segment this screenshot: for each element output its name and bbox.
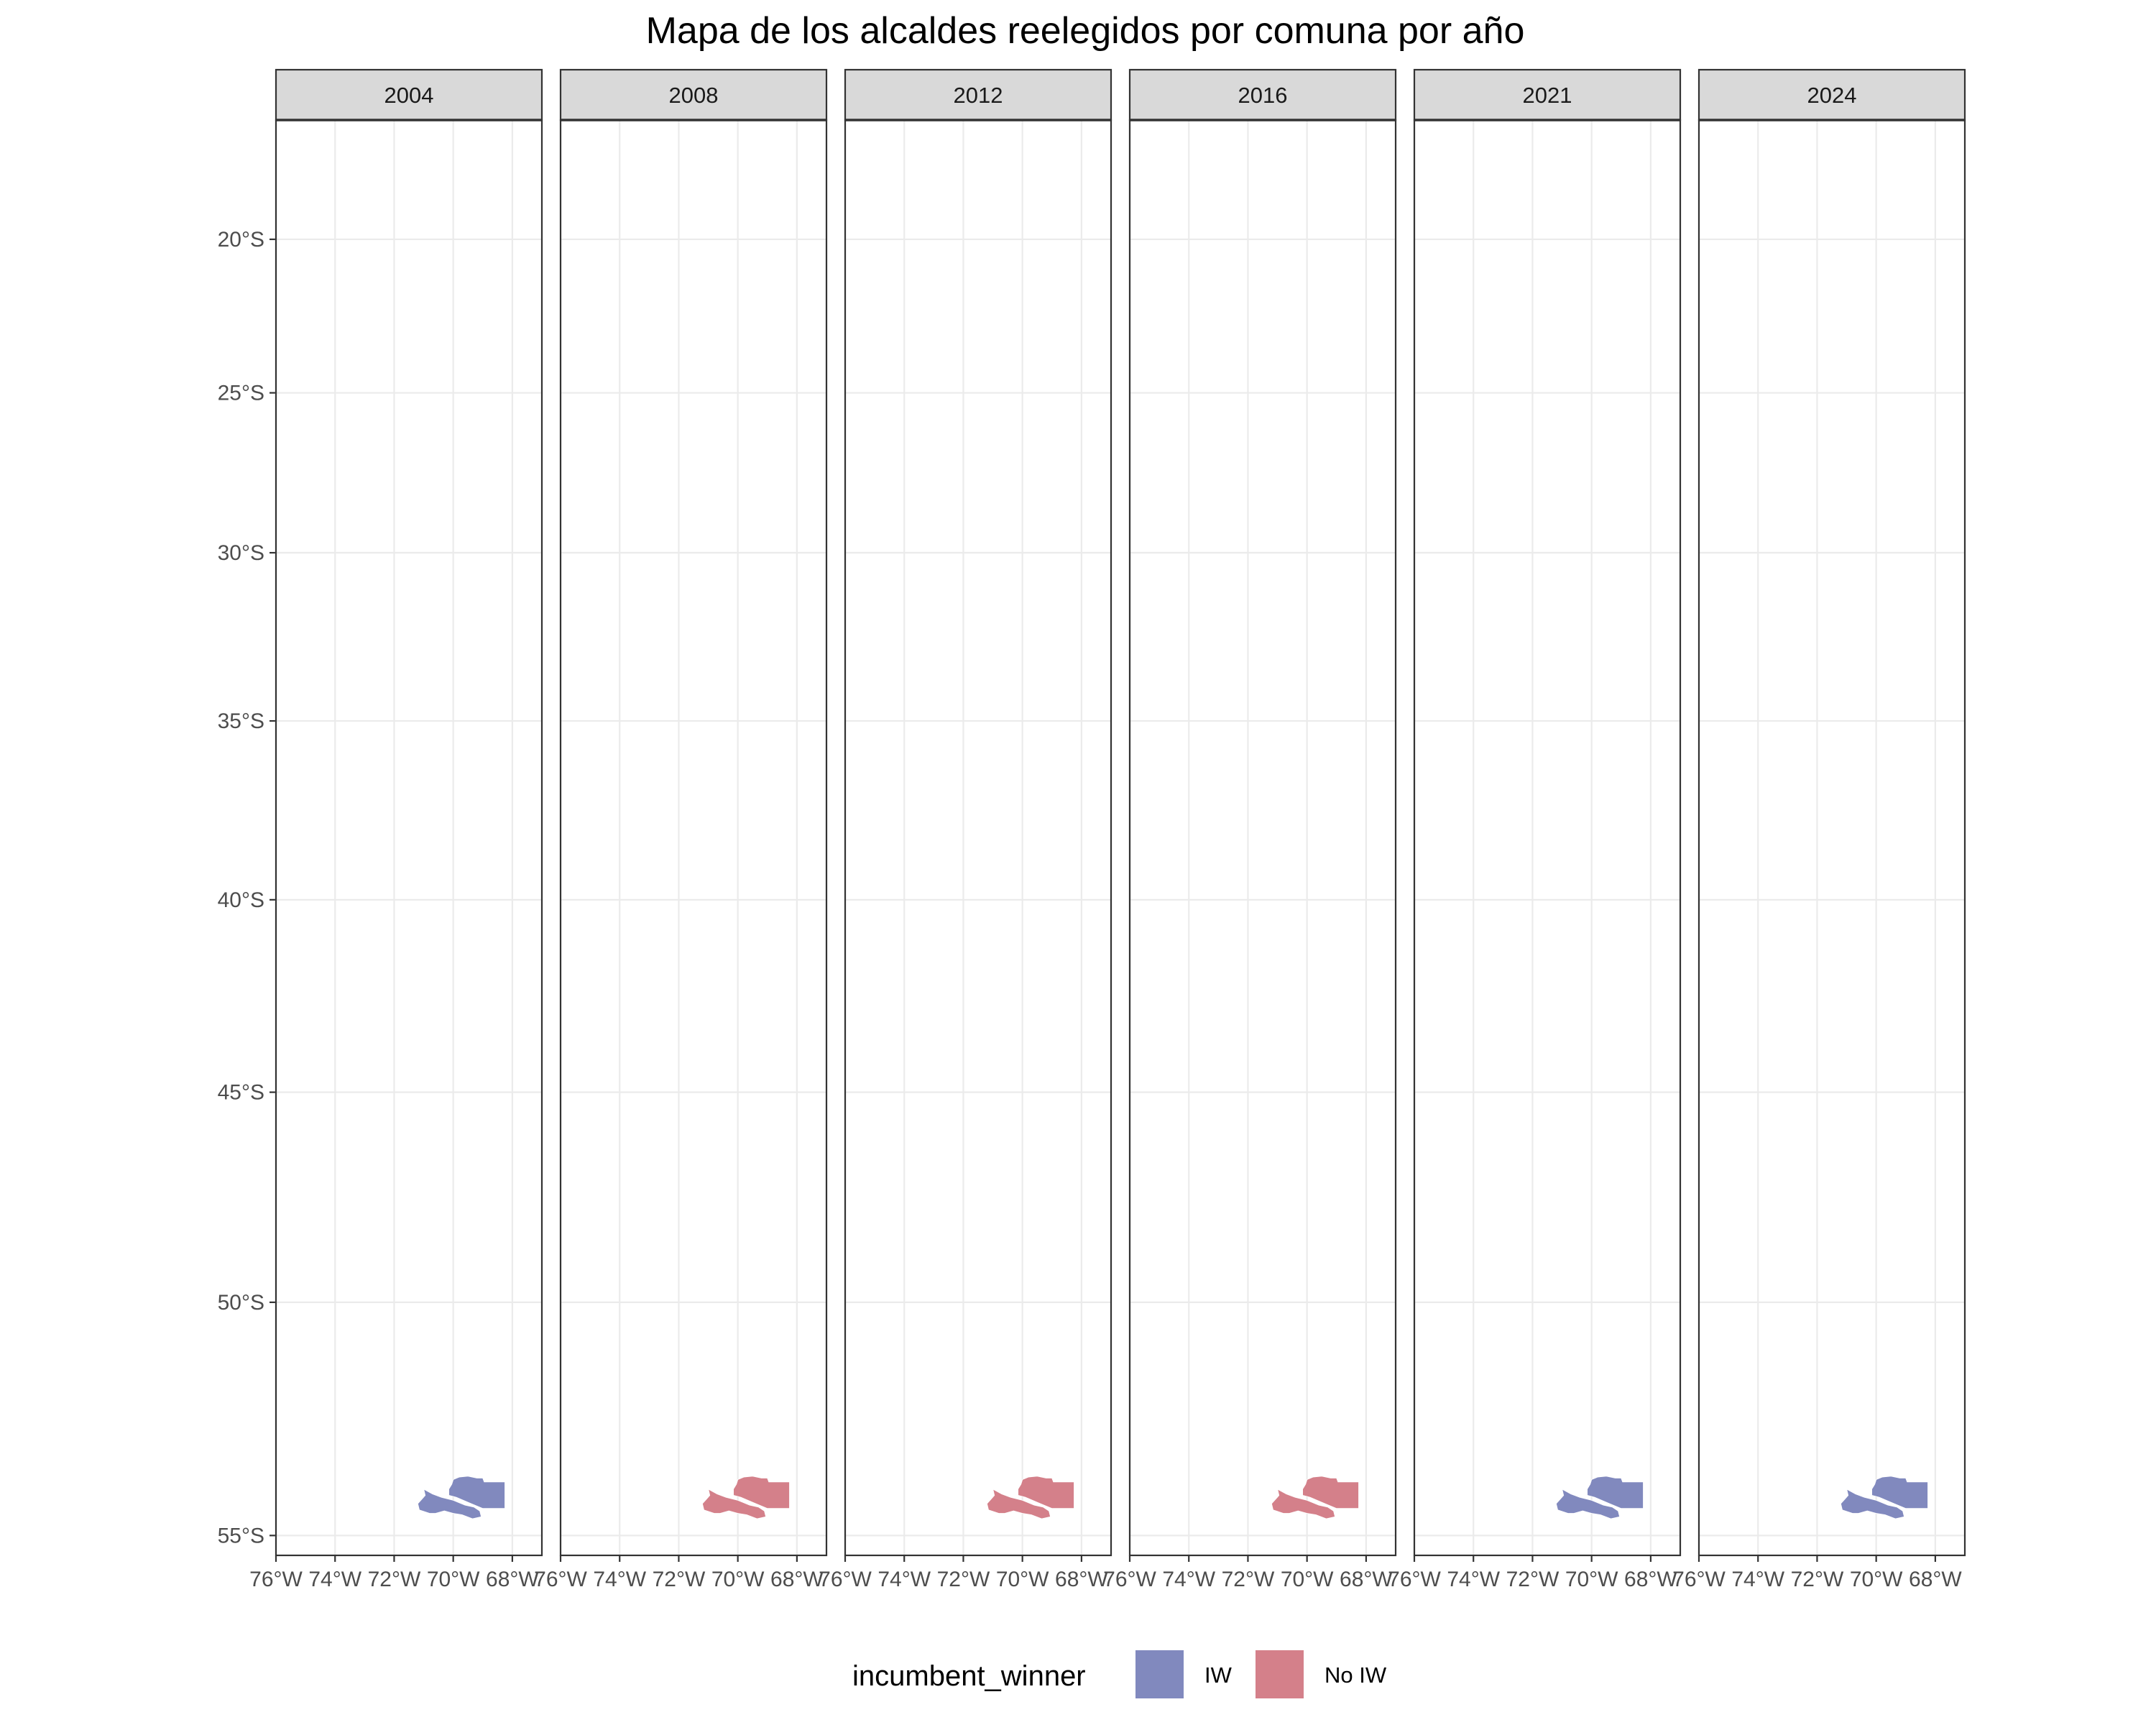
x-tick-label: 74°W <box>1731 1568 1784 1591</box>
x-tick-label: 76°W <box>1103 1568 1156 1591</box>
y-tick-label: 20°S <box>218 228 264 252</box>
legend-items: IW No IW <box>1135 1650 1387 1698</box>
x-tick-label: 70°W <box>996 1568 1049 1591</box>
x-tick-label: 70°W <box>1850 1568 1903 1591</box>
legend-label-0: IW <box>1204 1662 1233 1688</box>
x-tick-label: 72°W <box>653 1568 706 1591</box>
x-tick-label: 68°W <box>1055 1568 1108 1591</box>
y-tick-label: 40°S <box>218 888 264 912</box>
facet-strip-label: 2012 <box>954 83 1003 108</box>
x-tick-label: 74°W <box>593 1568 646 1591</box>
x-tick-label: 76°W <box>1388 1568 1441 1591</box>
panel-background <box>845 120 1111 1555</box>
facet-strip-label: 2024 <box>1807 83 1857 108</box>
x-tick-label: 70°W <box>1565 1568 1618 1591</box>
facet-strip <box>844 68 1112 121</box>
chart-title: Mapa de los alcaldes reelegidos por comu… <box>646 10 1525 52</box>
region-northern-2024 <box>1871 1476 1929 1509</box>
x-tick-label: 76°W <box>819 1568 872 1591</box>
facet-strip-label: 2008 <box>669 83 719 108</box>
legend-label-1: No IW <box>1325 1662 1387 1688</box>
region-northern-2008 <box>733 1476 791 1509</box>
region-northern-2016 <box>1302 1476 1360 1509</box>
x-tick-label: 72°W <box>1222 1568 1275 1591</box>
y-tick-label: 55°S <box>218 1524 264 1547</box>
facet-panel-2016: 2016 76°W 74°W 72°W 70°W 68°W <box>1103 68 1397 1591</box>
region-northern-2021 <box>1587 1476 1644 1509</box>
x-tick-label: 72°W <box>368 1568 421 1591</box>
x-tick-label: 70°W <box>427 1568 480 1591</box>
legend-title: incumbent_winner <box>852 1660 1086 1692</box>
x-tick-label: 70°W <box>1281 1568 1334 1591</box>
x-tick-label: 74°W <box>877 1568 931 1591</box>
facet-panel-2021: 2021 76°W 74°W 72°W 70°W 68°W <box>1388 68 1682 1591</box>
region-southern-2016 <box>1271 1488 1336 1519</box>
x-tick-label: 72°W <box>1506 1568 1560 1591</box>
x-tick-label: 68°W <box>770 1568 824 1591</box>
x-tick-label: 74°W <box>1447 1568 1500 1591</box>
panel-background <box>1699 120 1965 1555</box>
x-tick-label: 76°W <box>1672 1568 1726 1591</box>
x-tick-label: 72°W <box>1791 1568 1844 1591</box>
region-southern-2021 <box>1555 1488 1621 1519</box>
region-southern-2008 <box>701 1488 767 1519</box>
panel-background <box>561 120 826 1555</box>
y-tick-label: 25°S <box>218 382 264 405</box>
x-tick-label: 70°W <box>711 1568 765 1591</box>
x-tick-label: 68°W <box>1909 1568 1962 1591</box>
x-tick-label: 68°W <box>486 1568 539 1591</box>
y-tick-label: 50°S <box>218 1291 264 1315</box>
x-tick-label: 68°W <box>1624 1568 1677 1591</box>
region-southern-2024 <box>1840 1488 1905 1519</box>
facet-panel-2008: 2008 76°W 74°W 72°W 70°W 68°W <box>534 68 828 1591</box>
x-tick-label: 74°W <box>1162 1568 1215 1591</box>
y-tick-label: 35°S <box>218 709 264 733</box>
facet-panel-2024: 2024 76°W 74°W 72°W 70°W 68°W <box>1672 68 1966 1591</box>
x-tick-label: 76°W <box>534 1568 587 1591</box>
y-tick-label: 45°S <box>218 1081 264 1105</box>
region-southern-2004 <box>417 1488 482 1519</box>
region-southern-2012 <box>986 1488 1051 1519</box>
legend-key-1 <box>1256 1650 1304 1698</box>
facet-strip-label: 2021 <box>1523 83 1572 108</box>
facet-strip-label: 2016 <box>1238 83 1288 108</box>
facet-strip-label: 2004 <box>384 83 434 108</box>
x-tick-label: 76°W <box>249 1568 303 1591</box>
region-northern-2004 <box>448 1476 506 1509</box>
y-tick-label: 30°S <box>218 541 264 565</box>
facet-strip <box>275 68 543 121</box>
legend: incumbent_winner IW No IW <box>852 1650 1387 1698</box>
panel-background <box>276 120 542 1555</box>
x-tick-label: 74°W <box>308 1568 361 1591</box>
panel-background <box>1130 120 1396 1555</box>
facet-panel-2004: 2004 76°W 74°W 72°W 70°W 68°W <box>249 68 543 1591</box>
facet-panel-2012: 2012 76°W 74°W 72°W 70°W 68°W <box>819 68 1112 1591</box>
region-northern-2012 <box>1018 1476 1075 1509</box>
y-axis: 20°S 25°S 30°S 35°S 40°S 45°S 50°S 55°S <box>218 228 276 1547</box>
panel-background <box>1414 120 1680 1555</box>
x-tick-label: 72°W <box>937 1568 990 1591</box>
legend-key-0 <box>1135 1650 1184 1698</box>
x-tick-label: 68°W <box>1340 1568 1393 1591</box>
